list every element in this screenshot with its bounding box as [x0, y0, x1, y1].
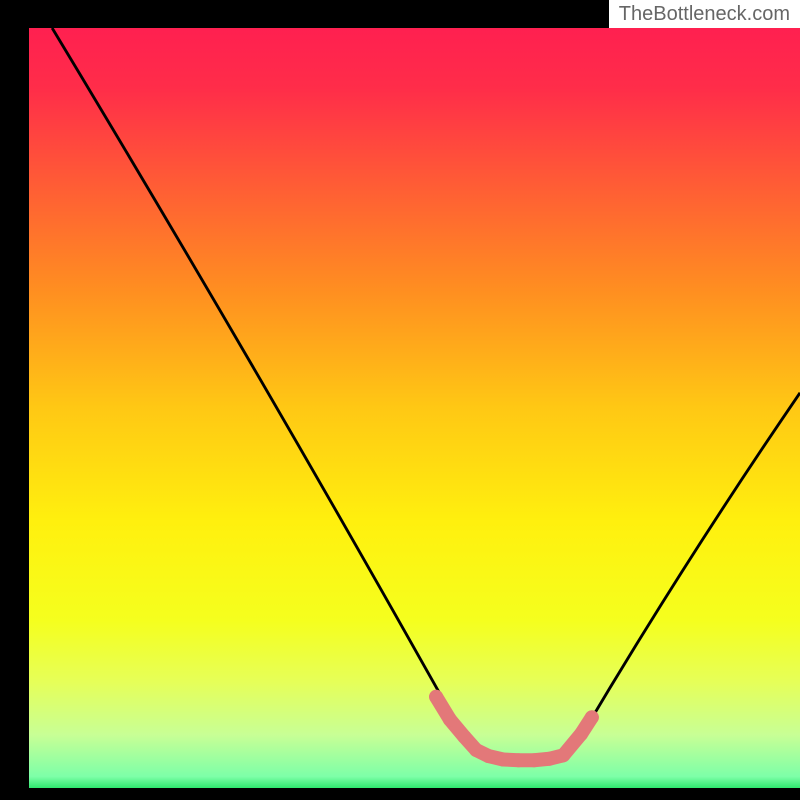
highlight-dot	[574, 727, 588, 741]
highlight-dot	[556, 748, 570, 762]
chart-svg	[29, 28, 800, 788]
highlight-dot	[469, 743, 483, 757]
highlight-dot	[482, 749, 496, 763]
highlight-dot	[429, 690, 443, 704]
highlight-dot	[443, 713, 457, 727]
highlight-dot	[542, 752, 556, 766]
highlight-dot	[496, 753, 510, 767]
highlight-dot	[527, 753, 541, 767]
chart-background	[29, 28, 800, 788]
bottleneck-chart	[29, 28, 800, 788]
highlight-dot	[458, 730, 472, 744]
attribution-label: TheBottleneck.com	[609, 0, 800, 28]
highlight-dot	[512, 753, 526, 767]
highlight-dot	[585, 710, 599, 724]
